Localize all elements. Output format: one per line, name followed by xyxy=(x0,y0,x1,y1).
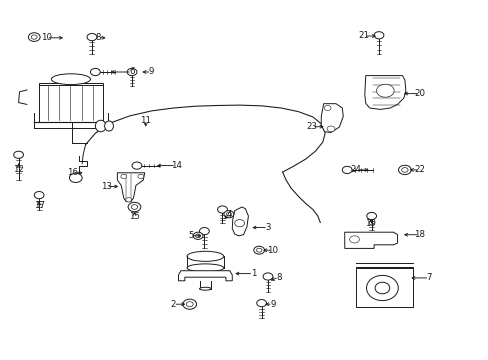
Text: 12: 12 xyxy=(13,165,24,174)
Text: 8: 8 xyxy=(275,273,281,282)
Ellipse shape xyxy=(366,275,397,301)
Circle shape xyxy=(138,174,143,179)
Circle shape xyxy=(373,32,383,39)
Circle shape xyxy=(234,220,244,227)
Text: 3: 3 xyxy=(264,223,270,232)
Circle shape xyxy=(263,273,272,280)
Polygon shape xyxy=(344,232,397,248)
Circle shape xyxy=(186,302,193,307)
Circle shape xyxy=(253,246,264,254)
Ellipse shape xyxy=(186,251,223,261)
Circle shape xyxy=(31,35,37,39)
Text: 10: 10 xyxy=(267,246,278,255)
Circle shape xyxy=(183,299,196,309)
Circle shape xyxy=(87,33,97,41)
FancyBboxPatch shape xyxy=(355,268,412,307)
Text: 5: 5 xyxy=(187,231,193,240)
Circle shape xyxy=(349,236,359,243)
Circle shape xyxy=(90,68,100,76)
Ellipse shape xyxy=(374,282,389,294)
Circle shape xyxy=(121,174,126,179)
Circle shape xyxy=(199,228,209,235)
Text: 20: 20 xyxy=(413,89,424,98)
Text: 23: 23 xyxy=(306,122,317,131)
Circle shape xyxy=(127,68,137,76)
Circle shape xyxy=(69,173,82,183)
Text: 4: 4 xyxy=(225,210,231,219)
Circle shape xyxy=(195,234,200,238)
Text: 7: 7 xyxy=(426,274,431,282)
Polygon shape xyxy=(364,76,405,109)
Circle shape xyxy=(398,165,410,175)
Text: 15: 15 xyxy=(129,212,140,221)
Circle shape xyxy=(132,162,142,169)
Circle shape xyxy=(131,204,138,210)
Polygon shape xyxy=(321,104,343,132)
Circle shape xyxy=(326,126,334,132)
Ellipse shape xyxy=(95,120,106,132)
Circle shape xyxy=(342,166,351,174)
Ellipse shape xyxy=(51,74,90,85)
Text: 18: 18 xyxy=(413,230,424,239)
Circle shape xyxy=(128,202,141,212)
Text: 9: 9 xyxy=(149,68,154,77)
Circle shape xyxy=(14,151,23,158)
Circle shape xyxy=(401,167,407,172)
Text: 10: 10 xyxy=(41,33,52,42)
Text: 1: 1 xyxy=(250,269,256,278)
Ellipse shape xyxy=(199,287,211,290)
Text: 21: 21 xyxy=(358,31,369,40)
Polygon shape xyxy=(178,271,232,281)
Text: 19: 19 xyxy=(365,219,375,228)
Polygon shape xyxy=(117,173,144,202)
Text: 11: 11 xyxy=(140,116,151,125)
Text: 9: 9 xyxy=(270,300,275,309)
FancyBboxPatch shape xyxy=(39,83,102,122)
Circle shape xyxy=(217,206,227,213)
Text: 24: 24 xyxy=(350,165,361,174)
Circle shape xyxy=(226,212,231,216)
Text: 8: 8 xyxy=(95,33,101,42)
Circle shape xyxy=(366,212,376,220)
Circle shape xyxy=(34,192,44,199)
Polygon shape xyxy=(232,207,248,236)
Text: 13: 13 xyxy=(101,182,112,191)
Text: 17: 17 xyxy=(34,202,44,210)
Circle shape xyxy=(125,198,131,202)
Circle shape xyxy=(376,84,393,97)
Circle shape xyxy=(193,232,203,239)
Circle shape xyxy=(28,33,40,41)
Text: 22: 22 xyxy=(413,165,424,174)
Circle shape xyxy=(256,300,266,307)
Circle shape xyxy=(224,211,233,218)
Text: 6: 6 xyxy=(129,68,135,77)
Text: 2: 2 xyxy=(170,300,176,309)
Ellipse shape xyxy=(104,121,113,131)
Text: 16: 16 xyxy=(67,168,78,177)
Text: 14: 14 xyxy=(170,161,181,170)
Circle shape xyxy=(256,248,262,252)
Circle shape xyxy=(324,105,330,111)
Ellipse shape xyxy=(186,264,223,272)
